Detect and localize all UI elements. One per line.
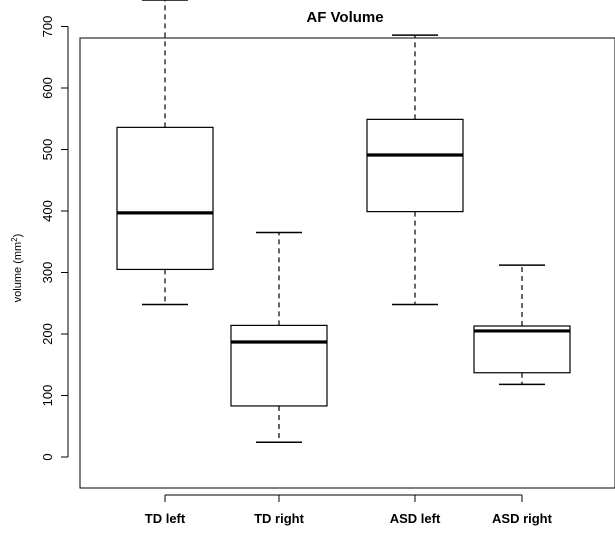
box-iqr [116, 126, 214, 271]
x-axis: TD left TD right ASD left ASD right [145, 494, 553, 526]
box-iqr [473, 325, 571, 374]
plot-frame [79, 37, 615, 489]
y-tick-label: 700 [40, 16, 55, 38]
chart-title: AF Volume [306, 9, 383, 26]
box-td-right [230, 231, 328, 443]
y-tick-label: 300 [40, 262, 55, 284]
y-tick-label: 400 [40, 200, 55, 222]
y-tick-label: 200 [40, 323, 55, 345]
boxes-group [116, 0, 571, 443]
y-axis-label: volume (mm2) [10, 234, 25, 303]
y-axis: 0 100 200 300 400 500 600 700 [40, 16, 69, 461]
box-td-left [116, 0, 214, 306]
x-tick-label: ASD left [390, 511, 441, 526]
box-asd-right [473, 264, 571, 386]
box-asd-left [366, 34, 464, 306]
y-tick-label: 500 [40, 139, 55, 161]
x-tick-label: TD right [254, 511, 304, 526]
x-tick-label: ASD right [492, 511, 553, 526]
box-iqr [366, 118, 464, 213]
y-tick-label: 600 [40, 77, 55, 99]
y-tick-label: 100 [40, 385, 55, 407]
x-tick-label: TD left [145, 511, 186, 526]
box-iqr [230, 324, 328, 407]
y-tick-label: 0 [40, 453, 55, 460]
